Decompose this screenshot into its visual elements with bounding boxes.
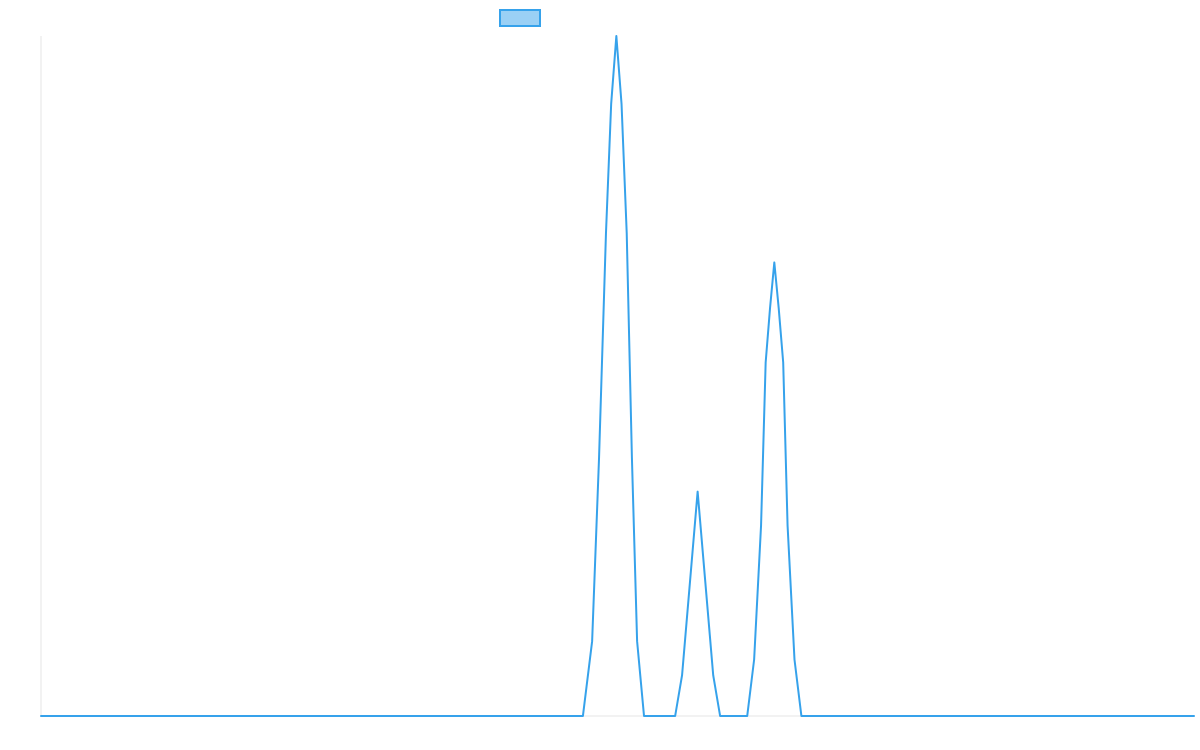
- chart-legend[interactable]: [499, 9, 541, 27]
- chart-series: [40, 35, 1195, 717]
- chart-axes: [40, 36, 1194, 717]
- series-line-0: [40, 35, 1195, 717]
- legend-swatch[interactable]: [499, 9, 541, 27]
